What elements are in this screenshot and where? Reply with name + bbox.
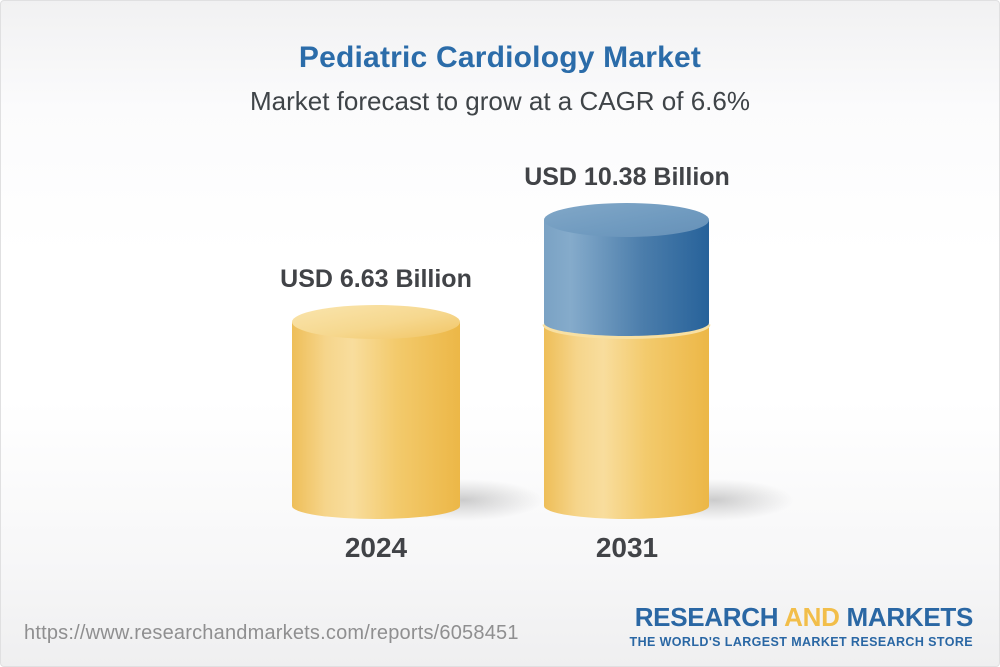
logo-wordmark: RESEARCH AND MARKETS — [630, 602, 974, 632]
logo-word-and: AND — [784, 602, 840, 632]
bar-2024-top-face — [292, 305, 460, 339]
report-url: https://www.researchandmarkets.com/repor… — [24, 622, 519, 644]
bar-2024-body — [292, 322, 460, 519]
category-label-2024: 2024 — [344, 532, 408, 563]
logo-word-research: RESEARCH — [634, 602, 779, 632]
page-title: Pediatric Cardiology Market — [298, 41, 702, 74]
category-label-2031: 2031 — [595, 532, 659, 563]
bar-2031-top-face — [544, 203, 709, 237]
bar-2031-gold-segment — [544, 323, 709, 519]
logo-word-markets: MARKETS — [846, 602, 974, 632]
bar-2024-cylinder — [292, 305, 460, 519]
bar-2031-blue-segment — [544, 220, 709, 336]
value-label-2024: USD 6.63 Billion — [280, 265, 472, 293]
value-label-2031: USD 10.38 Billion — [524, 163, 730, 191]
page-subtitle: Market forecast to grow at a CAGR of 6.6… — [250, 86, 750, 116]
logo-tagline: THE WORLD'S LARGEST MARKET RESEARCH STOR… — [629, 635, 973, 649]
bar-2031-segment-rim — [542, 324, 711, 339]
bar-2031-cylinder — [542, 203, 711, 519]
research-and-markets-logo: RESEARCH AND MARKETS THE WORLD'S LARGEST… — [629, 602, 974, 649]
